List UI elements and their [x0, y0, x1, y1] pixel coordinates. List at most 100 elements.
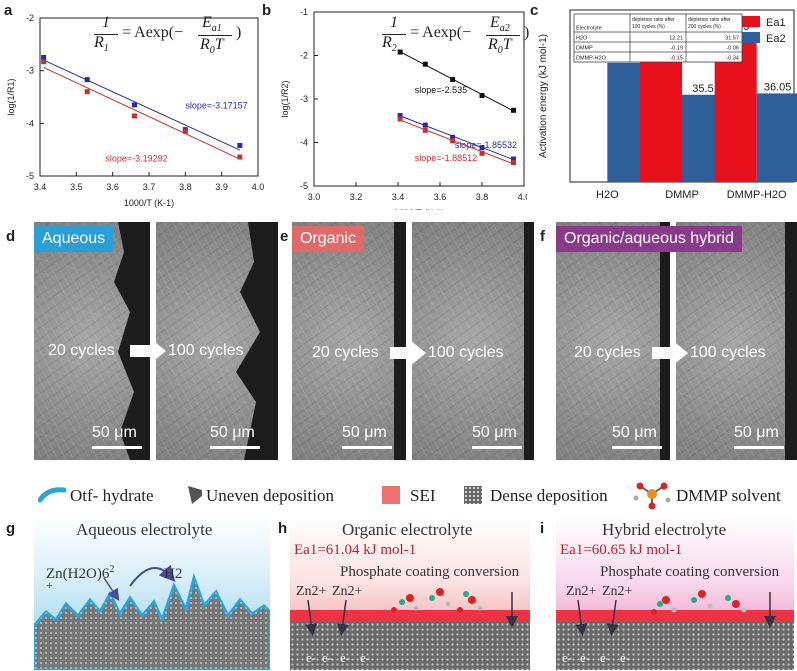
chart-a-data-point: [131, 102, 137, 108]
tag-organic: Organic: [292, 226, 365, 252]
chart-b-data-point: [397, 49, 403, 55]
legend-dmmp: DMMP solvent: [676, 486, 781, 505]
chart-c-table-header: depletion ratio after: [632, 17, 675, 23]
chart-b-xtick-label: 4.0: [518, 192, 527, 202]
electron-i-4: e-: [620, 650, 631, 665]
chart-c-table-header: depletion ratio after: [688, 17, 731, 23]
chart-a-ytick-label: -5: [26, 171, 34, 181]
chart-c-table-cell: DMMP: [576, 46, 593, 52]
chart-b-data-point: [450, 76, 456, 82]
electron-i-3: e-: [600, 650, 611, 665]
chart-a-fit-line: [43, 59, 241, 151]
chart-c-value-label: 35.5: [692, 83, 713, 95]
formula-a-close: ): [236, 24, 242, 41]
legend-otf: Otf- hydrate: [70, 486, 154, 505]
scale-f-left: 50 μm: [612, 424, 657, 441]
electron-h-2: e-: [322, 650, 333, 665]
schematic-h: Organic electrolyte Ea1=61.04 kJ mol-1 P…: [290, 516, 530, 670]
otf-hydrate-icon: [38, 487, 67, 503]
chart-c-ylabel: Activation energy (kJ mol-1): [538, 34, 549, 158]
formula-a-denominator: R1: [94, 34, 109, 55]
dense-deposit-i: [556, 622, 794, 670]
chart-a-xtick-label: 3.5: [70, 182, 83, 192]
chart-b-data-point: [397, 116, 403, 122]
micrograph-f-left: [556, 222, 670, 460]
chart-b-ylabel: log(1/R2): [280, 80, 290, 117]
coating-h: Phosphate coating conversion: [340, 564, 520, 580]
electron-h-1: e-: [306, 650, 317, 665]
chart-a-xtick-label: 3.6: [106, 182, 119, 192]
scalebar-f-right: [734, 446, 784, 449]
cycles-before-d: 20 cycles: [48, 342, 115, 359]
chart-b-data-point: [511, 156, 516, 162]
schematic-g: Aqueous electrolyte Zn(H2O)62 + H2: [34, 516, 270, 670]
chart-c-legend-swatch: [740, 16, 760, 27]
electron-i-1: e-: [562, 650, 573, 665]
panel-label-c: c: [530, 2, 539, 19]
panel-label-e: e: [280, 228, 289, 245]
micrograph-d-right: [156, 222, 278, 460]
chart-b-fit-line: [399, 119, 514, 165]
chart-c-table-cell: H2O: [576, 36, 588, 42]
chart-a-xtick-label: 4.0: [252, 182, 265, 192]
scale-d-right: 50 μm: [210, 424, 255, 441]
chart-a-data-point: [41, 55, 47, 60]
cycles-before-e: 20 cycles: [312, 344, 379, 361]
chart-c-table-cell: -0.19: [670, 46, 683, 52]
zn-h-2: Zn2+: [332, 584, 363, 599]
chart-b-data-point: [450, 134, 456, 140]
ion-zn-h2o: Zn(H2O)62: [46, 564, 115, 582]
chart-b-data-point: [479, 93, 485, 99]
formula-a-numerator: 1: [102, 14, 110, 31]
panel-label-i: i: [540, 520, 545, 537]
scale-e-right: 50 μm: [472, 424, 517, 441]
chart-b-slope-label: slope=-2.535: [415, 85, 467, 95]
chart-b-ytick-label: -3: [300, 94, 308, 104]
panel-label-d: d: [6, 228, 16, 245]
chart-a-data-point: [41, 59, 47, 65]
cycles-after-e: 100 cycles: [428, 344, 504, 361]
chart-a-xtick-label: 3.8: [179, 182, 192, 192]
panel-label-h: h: [278, 520, 288, 537]
sei-layer-i: [556, 610, 794, 622]
legend-dense: Dense deposition: [490, 486, 608, 505]
chart-a-ytick-label: -4: [26, 118, 34, 128]
chart-c-legend-label: Ea1: [766, 17, 786, 29]
scalebar-d-right: [210, 446, 260, 449]
chart-a-data-point: [237, 142, 243, 148]
chart-c-table-cell: 12.21: [669, 36, 683, 42]
scalebar-d-left: [92, 446, 142, 449]
chart-b-ytick-label: -5: [300, 181, 308, 191]
panel-label-a: a: [4, 2, 13, 19]
chart-a-xtick-label: 3.4: [34, 182, 47, 192]
dendrite-edge-d-right: [236, 222, 278, 460]
chart-c-bar-ea2: [756, 93, 797, 182]
electron-i-2: e-: [580, 650, 591, 665]
formula-b-rhs: = Aexp(−: [410, 24, 472, 41]
chart-c-table-cell: -0.15: [670, 56, 683, 62]
dendrite-edge-d-left: [114, 222, 150, 460]
formula-b-close: ): [524, 24, 530, 41]
chart-a-ytick-label: -3: [26, 66, 34, 76]
cycles-before-f: 20 cycles: [574, 344, 641, 361]
schematic-i-title: Hybrid electrolyte: [602, 520, 727, 539]
chart-a-ylabel: log(1/R1): [6, 78, 16, 115]
chart-c-category-label: H2O: [596, 189, 619, 201]
scale-d-left: 50 μm: [92, 424, 137, 441]
zn-h-1: Zn2+: [296, 584, 327, 599]
chart-a-xtick-label: 3.7: [143, 182, 156, 192]
zn-i-1: Zn2+: [566, 584, 597, 599]
chart-c-value-label: 36.05: [764, 81, 792, 93]
formula-a-e: Ea1: [202, 14, 222, 35]
uneven-deposit-g: [34, 564, 270, 670]
tag-hybrid: Organic/aqueous hybrid: [556, 226, 742, 252]
chart-b-data-point: [422, 61, 428, 67]
chart-a: 3.4 3.5 3.6 3.7 3.8 3.9 4.0 -2 -3 -4 -5 1000/T (K-1…: [6, 13, 265, 208]
scale-f-right: 50 μm: [734, 424, 779, 441]
chart-a-ytick-label: -2: [26, 13, 34, 23]
ion-plus: +: [46, 578, 53, 592]
chart-a-slope-label: slope=-3.17157: [185, 101, 247, 111]
chart-b-xtick-label: 3.6: [434, 192, 447, 202]
schematic-i: Hybrid electrolyte Ea1=60.65 kJ mol-1 Ph…: [556, 516, 794, 670]
scalebar-e-right: [472, 446, 522, 449]
